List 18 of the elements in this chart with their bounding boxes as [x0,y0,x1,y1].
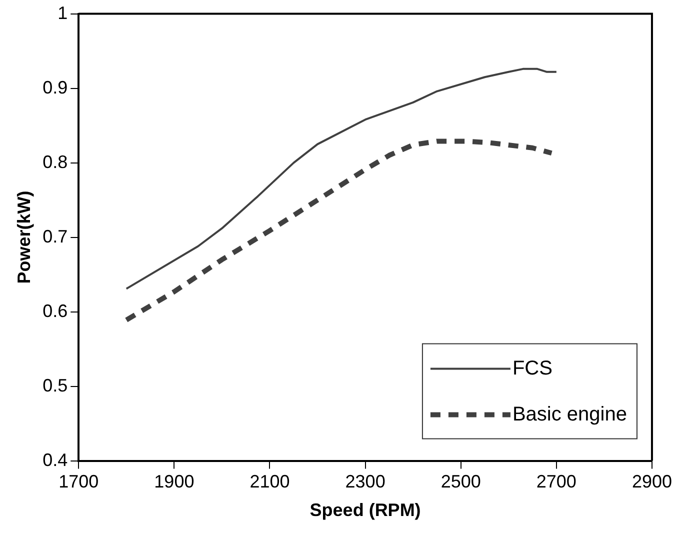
x-tick-label: 2500 [440,472,481,492]
y-tick-label: 0.6 [42,300,68,321]
x-tick-label: 2700 [536,472,576,492]
x-tick-label: 1700 [58,472,99,492]
x-tick-label: 1900 [154,472,194,492]
x-tick-label: 2100 [250,472,290,492]
x-axis-title: Speed (RPM) [310,500,421,520]
y-tick-label: 0.8 [42,152,68,172]
y-tick-label: 1 [58,2,68,23]
x-tick-label: 2300 [345,472,386,492]
y-axis-title: Power(kW) [14,190,34,284]
y-tick-label: 0.7 [42,226,68,246]
y-tick-label: 0.4 [42,450,68,470]
x-tick-label: 2900 [632,472,672,492]
y-tick-label: 0.5 [42,375,68,396]
y-tick-label: 0.9 [42,77,68,98]
legend-label: FCS [512,357,552,380]
legend-label: Basic engine [512,403,627,426]
